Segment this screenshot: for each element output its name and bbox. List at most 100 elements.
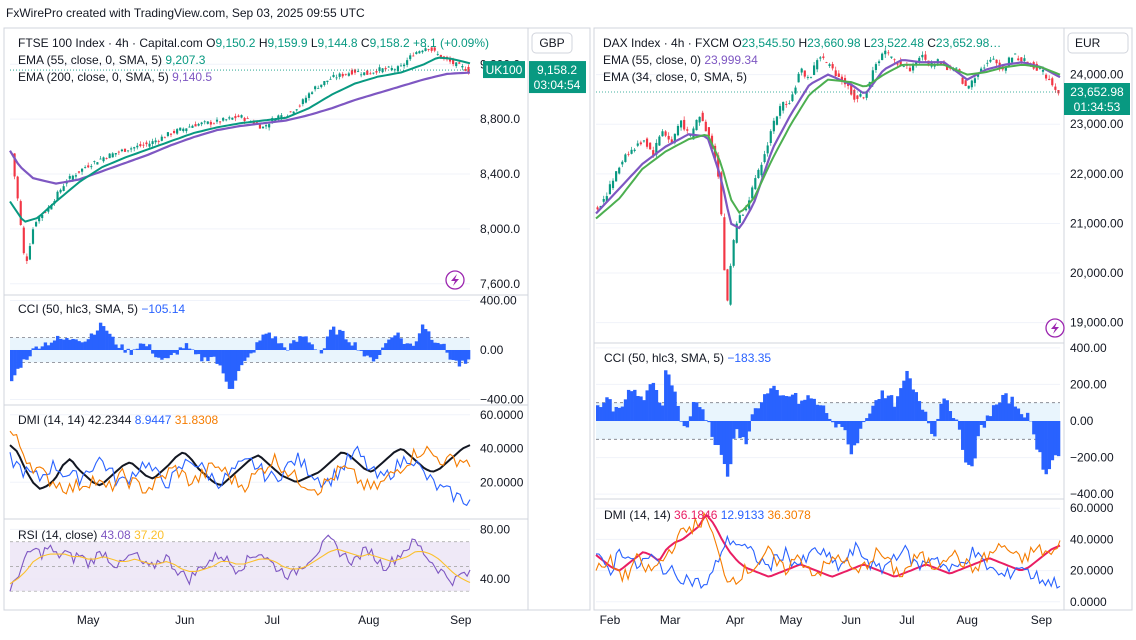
dax-cci-bar <box>1038 421 1042 453</box>
dax-cci-bar <box>818 405 823 421</box>
ftse-candle-body <box>304 97 308 103</box>
dax-ema-slow-line <box>595 59 1061 230</box>
dax-x-tick-label: Feb <box>600 613 621 627</box>
ftse-candle-body <box>188 126 191 128</box>
dax-cci-bar <box>682 421 687 427</box>
dax-cci-bar <box>759 402 764 421</box>
dax-y-tick-label: 24,000.00 <box>1070 68 1124 82</box>
ftse-cci-bar <box>292 340 296 350</box>
ftse-cci-bar <box>279 343 284 350</box>
dax-last-price: 23,652.98 <box>1070 85 1124 99</box>
ftse-cci-bar <box>424 329 428 350</box>
ftse-rsi-legend-part: RSI (14, close) <box>18 528 101 542</box>
ftse-cci-bar <box>135 348 140 350</box>
ftse-candle-body <box>433 47 436 51</box>
ftse-candle-body <box>448 59 452 62</box>
ftse-candle-body <box>234 116 237 119</box>
ftse-ema200-legend[interactable]: EMA (200, close, 0, SMA, 5) 9,140.5 <box>18 70 212 84</box>
ftse-candle-body <box>402 64 406 67</box>
dax-cci-bar <box>766 393 770 421</box>
dax-cci-bar <box>985 415 990 421</box>
ftse-cci-bar <box>258 340 262 350</box>
dax-candle-body <box>865 91 868 98</box>
dax-candle-body <box>744 208 748 211</box>
dax-candle-body <box>884 50 887 55</box>
ftse-rsi-legend[interactable]: RSI (14, close) 43.08 37.20 <box>18 528 164 542</box>
dax-cci-bar <box>840 421 844 427</box>
dax-candle-body <box>661 131 664 137</box>
dax-candle-body <box>955 67 958 69</box>
ftse-cci-bar <box>62 339 66 350</box>
dax-dmi-legend[interactable]: DMI (14, 14) 36.1846 12.9133 36.3078 <box>604 508 811 522</box>
ftse-cci-bar <box>393 335 397 350</box>
dax-candle-body <box>778 106 782 116</box>
dax-candle-body <box>989 59 992 62</box>
ftse-candle-body <box>126 150 130 152</box>
ftse-candle-body <box>436 54 439 55</box>
dax-symbol-legend[interactable]: DAX Index · 4h · FXCM O23,545.50 H23,660… <box>603 36 1001 50</box>
ftse-ticker-tag[interactable] <box>483 61 525 79</box>
ftse-candle-body <box>145 142 148 145</box>
dax-cci-bar <box>667 374 671 421</box>
ftse-ema55-legend[interactable]: EMA (55, close, 0, SMA, 5) 9,207.3 <box>18 53 206 67</box>
dax-candle-body <box>763 154 766 162</box>
ftse-cci-bar <box>71 338 75 350</box>
dax-candle-body <box>735 223 738 243</box>
dax-currency-button[interactable] <box>1067 32 1129 54</box>
ftse-cci-legend[interactable]: CCI (50, hlc3, SMA, 5) −105.14 <box>18 302 185 316</box>
dax-cci-bar <box>1056 421 1061 457</box>
dax-symbol-legend-part: C <box>927 36 936 50</box>
dax-y-tick-label: 22,000.00 <box>1070 167 1124 181</box>
dax-cci-bar <box>676 406 680 421</box>
ftse-y-tick-label: 8,000.0 <box>480 222 520 236</box>
ftse-candle-body <box>292 111 295 114</box>
dax-candle-body <box>615 171 618 182</box>
ftse-candle-body <box>166 132 170 136</box>
dax-candle-body <box>1020 57 1023 62</box>
dax-cci-bar <box>1053 421 1058 456</box>
dax-cci-bar <box>945 400 949 421</box>
ftse-candle-body <box>31 229 35 244</box>
dax-cci-bar <box>710 421 714 437</box>
dax-candle-body <box>772 120 775 132</box>
ftse-candle-body <box>390 67 393 71</box>
ftse-candle-body <box>261 126 265 129</box>
dax-candle-body <box>874 64 878 71</box>
dax-y-tick-label: 19,000.00 <box>1070 316 1124 330</box>
ftse-ticker-label: UK100 <box>486 63 523 77</box>
dax-cci-legend[interactable]: CCI (50, hlc3, SMA, 5) −183.35 <box>604 351 771 365</box>
ftse-symbol-legend[interactable]: FTSE 100 Index · 4h · Capital.com O9,150… <box>18 36 489 50</box>
dax-cci-bar <box>642 400 646 421</box>
dax-symbol-legend-part: O <box>732 36 741 50</box>
dax-symbol-legend-part: DAX Index · 4h · FXCM <box>603 36 732 50</box>
dax-cci-bar <box>852 421 857 446</box>
ftse-cci-bar <box>442 343 446 350</box>
ftse-cci-bar <box>59 338 63 350</box>
ftse-candle-body <box>77 171 81 173</box>
dax-ema55-legend[interactable]: EMA (55, close, 0) 23,999.34 <box>603 53 758 67</box>
ftse-candle-body <box>133 147 136 149</box>
dax-cci-bar <box>694 402 699 421</box>
ftse-cci-bar <box>206 350 210 362</box>
dax-cci-bar <box>908 378 912 421</box>
dax-ema34-legend[interactable]: EMA (34, close, 0, SMA, 5) <box>603 70 747 84</box>
ftse-candle-body <box>353 69 357 73</box>
dax-candle-body <box>741 214 745 216</box>
ftse-candle-body <box>326 80 329 82</box>
dax-candle-body <box>803 70 806 77</box>
dax-cci-bar <box>657 402 662 421</box>
dax-cci-bar <box>868 413 872 421</box>
ftse-dmi-legend[interactable]: DMI (14, 14) 42.2344 8.9447 31.8308 <box>18 413 219 427</box>
dax-candle-body <box>732 240 735 266</box>
dax-cci-bar <box>698 407 702 421</box>
dax-cci-bar <box>976 421 980 437</box>
lightning-bolt-icon <box>1051 322 1059 334</box>
ftse-last-price: 9,158.2 <box>537 63 577 77</box>
ftse-candle-body <box>222 118 225 121</box>
ftse-currency-button[interactable] <box>531 32 573 54</box>
dax-cci-bar <box>781 395 785 421</box>
dax-dmi-adx-line <box>595 513 1061 578</box>
ftse-cci-bar <box>289 343 293 350</box>
dax-cci-bar <box>1010 396 1014 421</box>
